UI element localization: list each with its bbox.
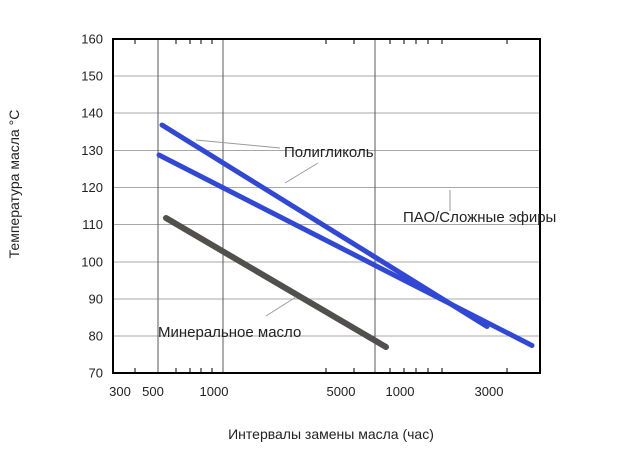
svg-text:70: 70: [89, 366, 103, 381]
svg-text:1000: 1000: [200, 384, 229, 399]
svg-text:Минеральное масло: Минеральное масло: [158, 324, 301, 341]
svg-text:1000: 1000: [386, 384, 415, 399]
svg-text:Интервалы замены масла (час): Интервалы замены масла (час): [228, 426, 434, 442]
svg-text:80: 80: [89, 329, 103, 344]
svg-text:100: 100: [81, 255, 103, 270]
svg-text:500: 500: [142, 384, 164, 399]
svg-text:130: 130: [81, 143, 103, 158]
svg-text:150: 150: [81, 69, 103, 84]
svg-text:Температура масла °C: Температура масла °C: [6, 110, 22, 259]
svg-text:90: 90: [89, 292, 103, 307]
svg-text:ПАО/Сложные эфиры: ПАО/Сложные эфиры: [403, 209, 556, 226]
svg-text:160: 160: [81, 32, 103, 47]
svg-text:5000: 5000: [327, 384, 356, 399]
svg-text:110: 110: [82, 217, 103, 232]
svg-text:120: 120: [81, 180, 103, 195]
svg-text:140: 140: [81, 106, 103, 121]
svg-text:Полигликоль: Полигликоль: [284, 144, 374, 161]
svg-text:3000: 3000: [475, 384, 504, 399]
svg-text:300: 300: [109, 384, 131, 399]
